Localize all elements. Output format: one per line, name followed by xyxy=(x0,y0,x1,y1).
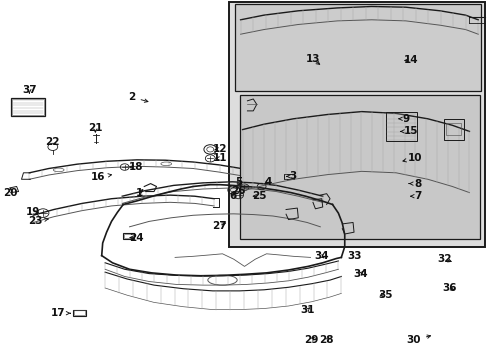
Text: 1: 1 xyxy=(136,188,142,198)
Text: 11: 11 xyxy=(212,153,227,163)
Bar xyxy=(74,310,84,315)
Text: 32: 32 xyxy=(437,254,451,264)
Bar xyxy=(443,119,463,140)
Text: 35: 35 xyxy=(377,290,392,300)
Text: 14: 14 xyxy=(403,55,417,66)
Bar xyxy=(12,99,43,115)
Text: 33: 33 xyxy=(347,251,362,261)
Text: 25: 25 xyxy=(251,191,266,201)
Bar xyxy=(386,112,416,141)
Text: 31: 31 xyxy=(299,305,314,315)
Bar xyxy=(73,310,85,316)
Text: 22: 22 xyxy=(45,137,60,147)
Bar xyxy=(11,98,45,116)
Text: 3: 3 xyxy=(286,171,296,181)
Text: 8: 8 xyxy=(408,179,421,189)
Bar xyxy=(234,4,480,91)
Text: 29: 29 xyxy=(303,335,318,345)
Text: 2: 2 xyxy=(128,92,148,102)
Bar xyxy=(228,2,484,247)
Text: 34: 34 xyxy=(353,269,367,279)
Text: 12: 12 xyxy=(212,144,227,154)
Text: 7: 7 xyxy=(410,191,421,201)
Text: 4: 4 xyxy=(264,177,271,187)
Text: 16: 16 xyxy=(90,172,111,182)
Text: 20: 20 xyxy=(3,188,18,198)
Bar xyxy=(446,123,460,135)
Bar xyxy=(239,95,479,239)
Text: 30: 30 xyxy=(406,335,430,345)
Text: 13: 13 xyxy=(305,54,320,64)
Text: 24: 24 xyxy=(128,233,143,243)
Text: 19: 19 xyxy=(26,207,41,217)
Text: 36: 36 xyxy=(442,283,456,293)
Text: 15: 15 xyxy=(400,126,417,136)
Text: 18: 18 xyxy=(128,162,143,172)
Bar xyxy=(123,233,134,239)
Text: 21: 21 xyxy=(88,123,102,133)
Text: 5: 5 xyxy=(235,177,242,187)
Text: 26: 26 xyxy=(231,186,245,196)
Text: 37: 37 xyxy=(22,85,37,95)
Bar xyxy=(124,234,133,238)
Text: 23: 23 xyxy=(28,216,48,226)
Text: 27: 27 xyxy=(211,221,226,231)
Text: 17: 17 xyxy=(50,308,70,318)
Text: 9: 9 xyxy=(398,114,408,124)
Text: 10: 10 xyxy=(402,153,421,163)
Text: 6: 6 xyxy=(229,191,236,201)
Bar xyxy=(283,174,294,179)
Text: 28: 28 xyxy=(319,335,333,345)
Text: 34: 34 xyxy=(314,251,328,261)
